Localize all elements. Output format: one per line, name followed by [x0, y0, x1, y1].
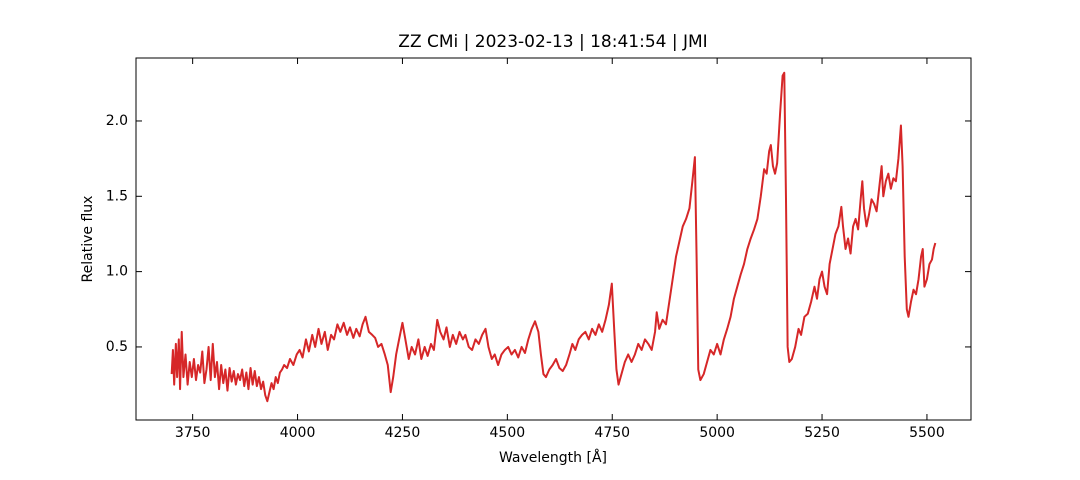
y-tick-label: 1.0 — [106, 264, 128, 280]
y-tick-label: 2.0 — [106, 113, 128, 129]
y-tick-label: 1.5 — [106, 188, 128, 204]
x-tick-label: 4000 — [280, 425, 316, 441]
spectrum-line — [170, 71, 937, 403]
y-tick-label: 0.5 — [106, 339, 128, 355]
x-tick-label: 5500 — [909, 425, 945, 441]
x-tick-label: 4750 — [594, 425, 630, 441]
chart-title: ZZ CMi | 2023-02-13 | 18:41:54 | JMI — [398, 32, 707, 52]
x-tick-label: 5250 — [804, 425, 840, 441]
x-tick-label: 5000 — [699, 425, 735, 441]
x-tick-label: 4500 — [490, 425, 526, 441]
y-axis-label: Relative flux — [80, 196, 96, 283]
x-tick-label: 4250 — [385, 425, 421, 441]
plot-frame — [135, 57, 972, 421]
x-tick-label: 3750 — [175, 425, 211, 441]
x-axis-label: Wavelength [Å] — [499, 449, 607, 466]
